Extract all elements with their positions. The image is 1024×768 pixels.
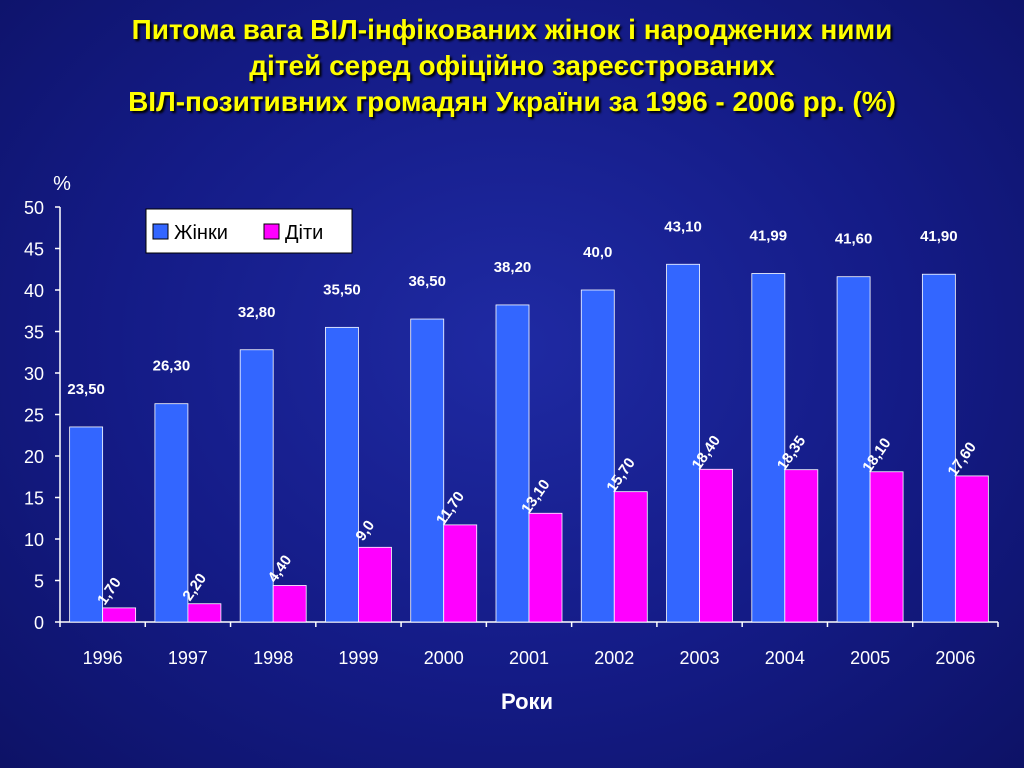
value-label-women: 38,20 bbox=[494, 259, 532, 276]
y-tick-label: 35 bbox=[24, 323, 44, 343]
x-tick-label: 2001 bbox=[509, 648, 549, 668]
bar-women bbox=[836, 276, 871, 623]
value-label-women: 41,99 bbox=[750, 227, 788, 244]
y-tick-label: 20 bbox=[24, 447, 44, 467]
legend-box bbox=[145, 208, 353, 254]
chart-bars bbox=[69, 263, 989, 623]
value-label-women: 32,80 bbox=[238, 304, 276, 321]
bar-children bbox=[187, 603, 222, 623]
y-tick-label: 40 bbox=[24, 281, 44, 301]
y-tick-label: 10 bbox=[24, 530, 44, 550]
bar-women bbox=[239, 349, 274, 623]
x-tick-label: 1997 bbox=[168, 648, 208, 668]
chart-legend: Жінки Діти bbox=[145, 208, 353, 254]
y-tick-label: 0 bbox=[34, 613, 44, 633]
bar-women bbox=[580, 289, 615, 623]
bar-children bbox=[358, 546, 392, 623]
bar-women bbox=[751, 273, 786, 623]
bar-women bbox=[410, 318, 445, 623]
value-label-women: 23,50 bbox=[67, 381, 105, 398]
value-label-women: 35,50 bbox=[323, 281, 361, 298]
x-tick-label: 1996 bbox=[83, 648, 123, 668]
value-label-women: 36,50 bbox=[408, 273, 446, 290]
value-label-women: 41,60 bbox=[835, 231, 873, 248]
y-tick-label: 15 bbox=[24, 489, 44, 509]
y-tick-label: 45 bbox=[24, 240, 44, 260]
x-tick-label: 2000 bbox=[424, 648, 464, 668]
bar-children bbox=[613, 491, 648, 623]
value-label-women: 40,0 bbox=[583, 244, 612, 261]
bar-children bbox=[954, 475, 989, 623]
y-tick-label: 5 bbox=[34, 572, 44, 592]
legend-label-children: Діти bbox=[285, 222, 323, 244]
title-line-3: ВІЛ-позитивних громадян України за 1996 … bbox=[128, 86, 896, 117]
bar-women bbox=[69, 426, 104, 623]
y-axis-label: % bbox=[53, 173, 71, 195]
y-tick-label: 25 bbox=[24, 406, 44, 426]
bar-children bbox=[102, 607, 137, 623]
legend-swatch-women bbox=[152, 223, 169, 240]
x-tick-label: 2003 bbox=[680, 648, 720, 668]
bar-women bbox=[495, 304, 530, 623]
x-tick-label: 2004 bbox=[765, 648, 805, 668]
bar-children bbox=[528, 512, 563, 623]
legend-swatch-children bbox=[263, 223, 280, 240]
y-tick-label: 50 bbox=[24, 198, 44, 218]
y-tick-label: 30 bbox=[24, 364, 44, 384]
bar-women bbox=[154, 403, 189, 623]
x-tick-label: 2002 bbox=[594, 648, 634, 668]
bar-women bbox=[921, 273, 956, 623]
bar-children bbox=[869, 471, 904, 623]
legend-label-women: Жінки bbox=[174, 222, 228, 244]
bar-children bbox=[784, 469, 819, 623]
bar-women bbox=[325, 326, 359, 623]
value-label-women: 41,90 bbox=[920, 228, 958, 245]
x-tick-label: 1998 bbox=[253, 648, 293, 668]
x-axis-label: Роки bbox=[501, 689, 553, 714]
value-label-women: 43,10 bbox=[664, 218, 702, 235]
x-tick-label: 1999 bbox=[338, 648, 378, 668]
title-line-2: дітей серед офіційно зареєстрованих bbox=[249, 50, 775, 81]
bar-children bbox=[272, 585, 307, 623]
value-label-women: 26,30 bbox=[153, 358, 191, 375]
x-tick-label: 2006 bbox=[935, 648, 975, 668]
bar-women bbox=[666, 263, 700, 623]
bar-children bbox=[699, 468, 733, 623]
bar-children bbox=[443, 524, 478, 623]
title-line-1: Питома вага ВІЛ-інфікованих жінок і наро… bbox=[131, 14, 893, 45]
x-tick-label: 2005 bbox=[850, 648, 890, 668]
chart-title: Питома вага ВІЛ-інфікованих жінок і наро… bbox=[0, 12, 1024, 120]
